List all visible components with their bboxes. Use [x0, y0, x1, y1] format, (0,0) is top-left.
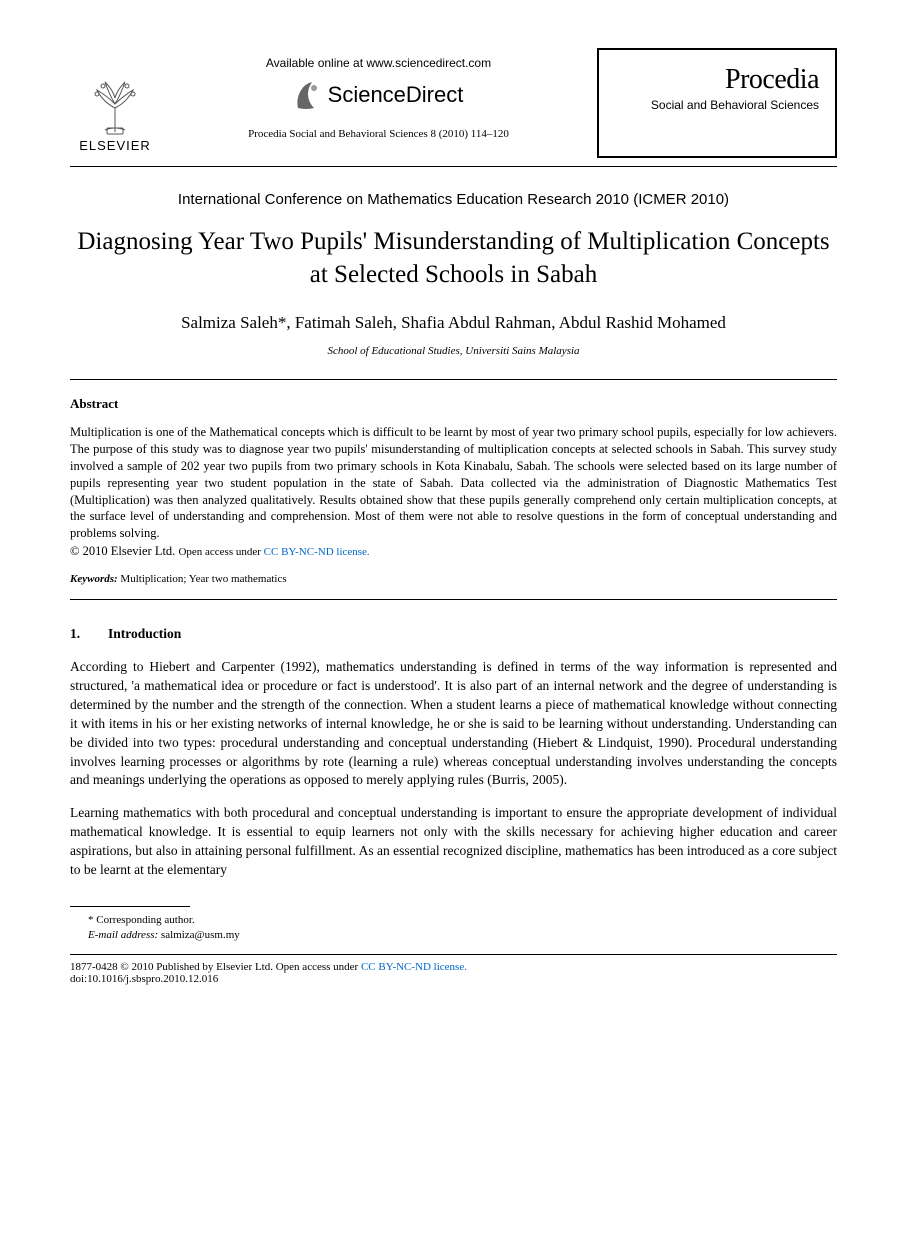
email-line: E-mail address: salmiza@usm.my — [88, 928, 837, 943]
procedia-title: Procedia — [615, 64, 819, 96]
doi-line: doi:10.1016/j.sbspro.2010.12.016 — [70, 973, 837, 985]
footnote-rule — [70, 906, 190, 907]
abstract-heading: Abstract — [70, 396, 837, 412]
copyright-line: © 2010 Elsevier Ltd. Open access under C… — [70, 544, 837, 559]
paper-title: Diagnosing Year Two Pupils' Misunderstan… — [70, 226, 837, 291]
issn-text: 1877-0428 © 2010 Published by Elsevier L… — [70, 961, 273, 973]
elsevier-tree-icon — [83, 72, 147, 136]
issn-line: 1877-0428 © 2010 Published by Elsevier L… — [70, 961, 837, 973]
keywords-line: Keywords: Multiplication; Year two mathe… — [70, 573, 837, 585]
conference-name: International Conference on Mathematics … — [70, 191, 837, 208]
section-1-title: Introduction — [108, 626, 181, 641]
open-access-text: Open access under — [178, 546, 263, 558]
sciencedirect-logo: ScienceDirect — [160, 80, 597, 110]
sciencedirect-icon — [294, 80, 322, 110]
corresponding-author: * Corresponding author. — [88, 913, 837, 928]
footer-open-access: Open access under — [276, 961, 361, 973]
footer-license-link[interactable]: CC BY-NC-ND license. — [361, 961, 467, 973]
abstract-top-rule — [70, 379, 837, 380]
email-address: salmiza@usm.my — [158, 929, 240, 941]
keywords-label: Keywords: — [70, 573, 118, 585]
abstract-body: Multiplication is one of the Mathematica… — [70, 424, 837, 542]
keywords-text: Multiplication; Year two mathematics — [118, 573, 287, 585]
intro-para-1: According to Hiebert and Carpenter (1992… — [70, 658, 837, 790]
affiliation: School of Educational Studies, Universit… — [70, 345, 837, 357]
intro-para-2: Learning mathematics with both procedura… — [70, 804, 837, 880]
footnote-block: * Corresponding author. E-mail address: … — [70, 913, 837, 944]
procedia-subtitle: Social and Behavioral Sciences — [615, 98, 819, 112]
section-1-heading: 1.Introduction — [70, 626, 837, 642]
footer-rule — [70, 954, 837, 955]
section-1-number: 1. — [70, 626, 108, 642]
license-link[interactable]: CC BY-NC-ND license. — [264, 546, 370, 558]
header-row: ELSEVIER Available online at www.science… — [70, 48, 837, 158]
copyright-prefix: © 2010 Elsevier Ltd. — [70, 544, 175, 558]
sciencedirect-text: ScienceDirect — [328, 82, 464, 108]
header-center: Available online at www.sciencedirect.co… — [160, 48, 597, 140]
procedia-logo-block: Procedia Social and Behavioral Sciences — [597, 48, 837, 158]
abstract-bottom-rule — [70, 599, 837, 600]
authors-list: Salmiza Saleh*, Fatimah Saleh, Shafia Ab… — [70, 313, 837, 333]
available-online-text: Available online at www.sciencedirect.co… — [160, 56, 597, 70]
elsevier-label: ELSEVIER — [70, 138, 160, 153]
header-rule — [70, 166, 837, 167]
email-label: E-mail address: — [88, 929, 158, 941]
elsevier-logo-block: ELSEVIER — [70, 48, 160, 153]
journal-reference: Procedia Social and Behavioral Sciences … — [160, 128, 597, 140]
